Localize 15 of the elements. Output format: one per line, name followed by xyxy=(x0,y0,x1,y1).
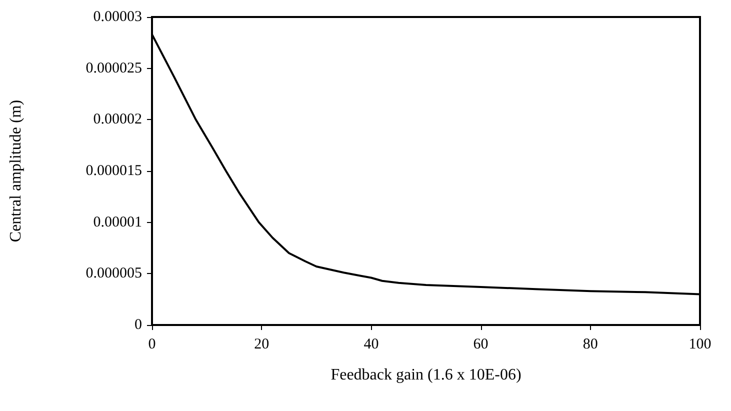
x-tick-label: 0 xyxy=(148,336,156,352)
y-tick-label: 0.000025 xyxy=(86,60,142,76)
y-tick-label: 0.00002 xyxy=(93,112,142,128)
y-tick-label: 0.00003 xyxy=(93,9,142,25)
x-tick-label: 80 xyxy=(582,336,598,352)
y-tick-label: 0.000015 xyxy=(86,163,142,179)
y-tick-label: 0.000005 xyxy=(86,266,142,282)
x-tick-label: 20 xyxy=(254,336,270,352)
y-tick-label: 0 xyxy=(134,317,142,333)
y-axis-title: Central amplitude (m) xyxy=(8,100,24,242)
x-axis-title: Feedback gain (1.6 x 10E-06) xyxy=(330,366,522,384)
x-tick-label: 100 xyxy=(688,336,712,352)
x-tick-label: 40 xyxy=(364,336,379,352)
y-tick-label: 0.00001 xyxy=(93,214,142,230)
x-tick-label: 60 xyxy=(473,336,488,352)
